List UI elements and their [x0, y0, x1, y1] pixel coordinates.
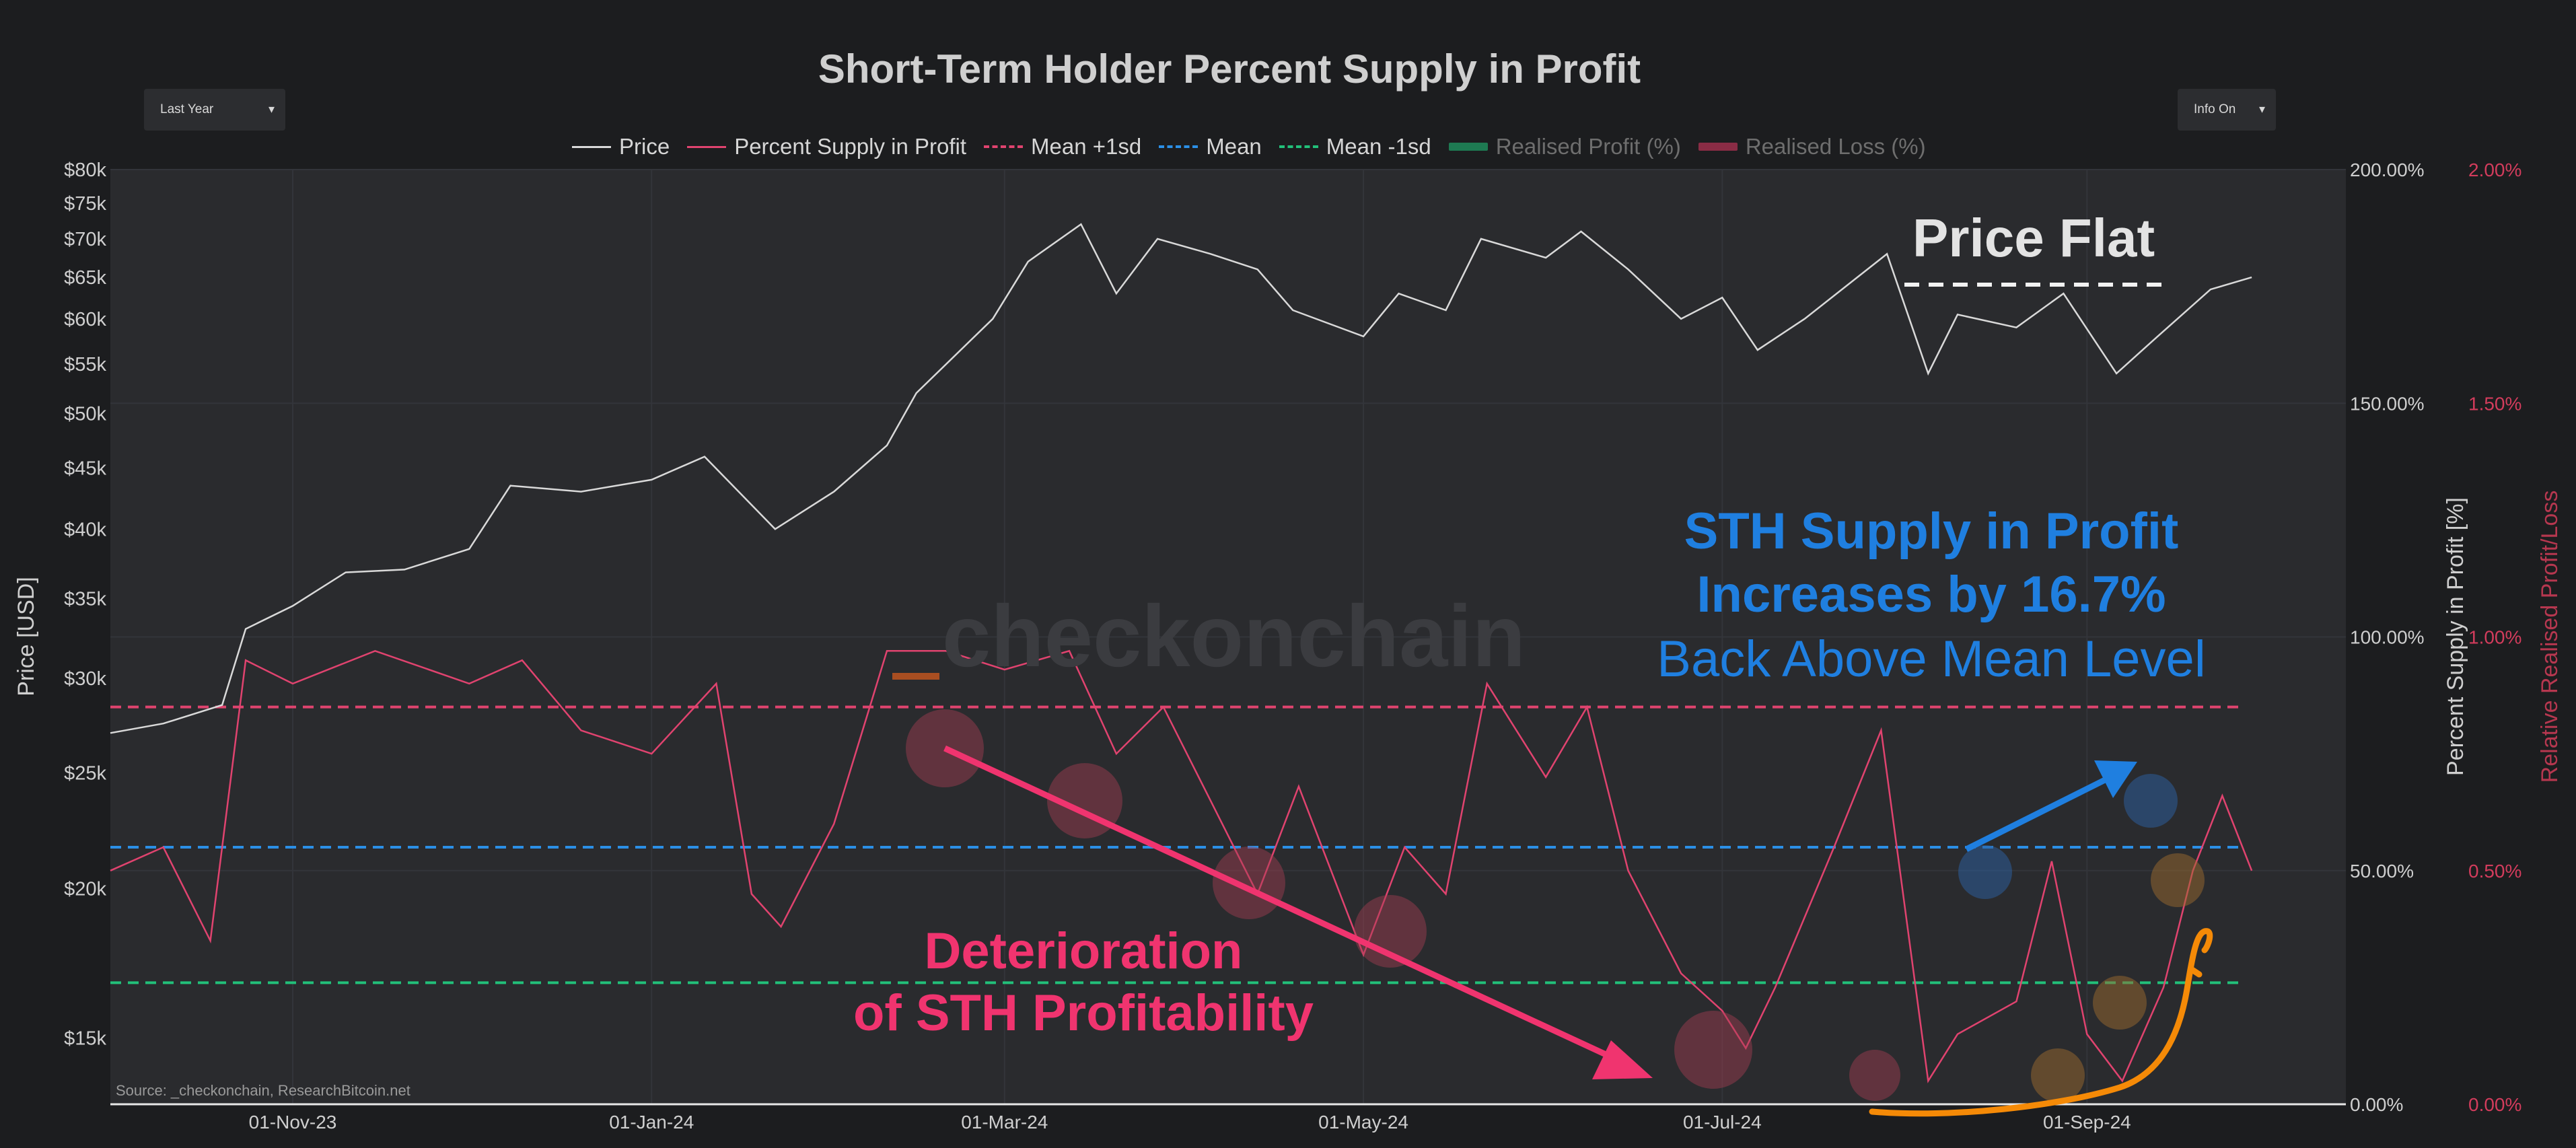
- legend-swatch: [1279, 145, 1318, 148]
- legend: Price Percent Supply in Profit Mean +1sd Me…: [572, 132, 1943, 162]
- chevron-down-icon: ▾: [2258, 102, 2265, 116]
- legend-label: Mean -1sd: [1326, 134, 1431, 159]
- range-dropdown-label: Last Year: [160, 102, 214, 116]
- y-left-tick-label: $65k: [64, 267, 106, 289]
- annotation-sth-line3: Back Above Mean Level: [1657, 631, 2206, 688]
- y-left-tick-label: $45k: [64, 458, 106, 480]
- legend-item[interactable]: Percent Supply in Profit: [687, 134, 966, 159]
- x-tick-label: 01-Nov-23: [249, 1112, 337, 1133]
- y-right-tick-label: 50.00%: [2350, 861, 2414, 882]
- highlight-circle-blue: [2124, 774, 2178, 828]
- highlight-circle: [1213, 847, 1285, 919]
- legend-item[interactable]: Mean: [1159, 134, 1262, 159]
- x-tick-label: 01-Jan-24: [609, 1112, 694, 1133]
- source-note: Source: _checkonchain, ResearchBitcoin.n…: [116, 1082, 410, 1099]
- y-left-tick-label: $80k: [64, 159, 106, 181]
- highlight-circle-orange: [2093, 976, 2147, 1030]
- annotation-sth-line1: STH Supply in Profit: [1684, 503, 2179, 560]
- legend-swatch: [1698, 143, 1738, 151]
- legend-swatch: [1448, 143, 1488, 151]
- info-dropdown[interactable]: Info On ▾: [2178, 89, 2276, 131]
- y-right-tick-label: 200.00%: [2350, 159, 2425, 180]
- y-left-tick-label: $70k: [64, 229, 106, 250]
- y-left-axis-title: Price [USD]: [13, 577, 39, 696]
- legend-item[interactable]: Realised Loss (%): [1698, 134, 1926, 159]
- y-right2-tick-label: 1.00%: [2468, 627, 2521, 648]
- price-line: [110, 223, 2252, 734]
- y-left-tick-label: $25k: [64, 763, 106, 785]
- highlight-circle-orange: [2031, 1048, 2085, 1102]
- legend-label: Realised Profit (%): [1495, 134, 1681, 159]
- legend-label: Price: [619, 134, 670, 159]
- legend-swatch: [984, 145, 1024, 148]
- y-right-tick-label: 0.00%: [2350, 1094, 2403, 1115]
- watermark: checkonchain: [942, 587, 1526, 685]
- deterioration-arrowhead: [1592, 1040, 1653, 1079]
- y-right2-tick-label: 0.50%: [2468, 861, 2521, 882]
- y-right2-tick-label: 2.00%: [2468, 159, 2521, 180]
- highlight-circle-blue: [1958, 845, 2012, 899]
- highlight-circle-orange: [2151, 853, 2205, 907]
- highlight-circle: [1674, 1011, 1752, 1089]
- annotation-price-flat: Price Flat: [1912, 208, 2155, 268]
- y-left-tick-label: $15k: [64, 1028, 106, 1049]
- y-left-tick-label: $30k: [64, 668, 106, 690]
- legend-item[interactable]: Mean +1sd: [984, 134, 1141, 159]
- supply-in-profit-line: [110, 649, 2253, 1083]
- y-left-tick-label: $20k: [64, 879, 106, 900]
- legend-swatch: [687, 145, 727, 148]
- deterioration-arrow-shaft: [943, 745, 1623, 1065]
- orange-trend-curve: [1869, 928, 2213, 1117]
- legend-swatch: [572, 145, 611, 148]
- annotation-det-line1: Deterioration: [924, 923, 1243, 980]
- legend-label: Mean +1sd: [1031, 134, 1142, 159]
- chart-title: Short-Term Holder Percent Supply in Prof…: [818, 46, 1641, 92]
- y-left-tick-label: $55k: [64, 354, 106, 375]
- realised-marker: [892, 673, 939, 680]
- y-right-axis-title: Percent Supply in Profit [%]: [2443, 497, 2468, 776]
- highlight-circle: [1849, 1050, 1900, 1101]
- range-dropdown[interactable]: Last Year ▾: [144, 89, 285, 131]
- y-right-tick-label: 100.00%: [2350, 627, 2425, 648]
- y-right2-tick-label: 1.50%: [2468, 393, 2521, 414]
- y-right2-tick-label: 0.00%: [2468, 1094, 2521, 1115]
- y-right-tick-label: 150.00%: [2350, 393, 2425, 414]
- legend-label: Realised Loss (%): [1745, 134, 1926, 159]
- legend-swatch: [1159, 145, 1198, 148]
- x-tick-label: 01-May-24: [1318, 1112, 1408, 1133]
- chevron-down-icon: ▾: [268, 102, 275, 116]
- y-left-tick-label: $75k: [64, 193, 106, 215]
- legend-label: Mean: [1206, 134, 1262, 159]
- y-right2-axis-title: Relative Realised Profit/Loss: [2537, 491, 2563, 783]
- legend-item[interactable]: Mean -1sd: [1279, 134, 1431, 159]
- y-left-tick-label: $35k: [64, 588, 106, 610]
- increase-arrowhead: [2094, 760, 2137, 798]
- x-tick-label: 01-Mar-24: [961, 1112, 1048, 1133]
- increase-arrow-shaft: [1964, 776, 2108, 853]
- x-tick-label: 01-Jul-24: [1683, 1112, 1762, 1133]
- legend-item[interactable]: Realised Profit (%): [1448, 134, 1681, 159]
- legend-item[interactable]: Price: [572, 134, 670, 159]
- x-tick-label: 01-Sep-24: [2043, 1112, 2131, 1133]
- y-left-tick-label: $40k: [64, 519, 106, 540]
- y-left-tick-label: $60k: [64, 309, 106, 330]
- annotation-sth-line2: Increases by 16.7%: [1696, 566, 2166, 623]
- info-dropdown-label: Info On: [2194, 102, 2236, 116]
- legend-label: Percent Supply in Profit: [734, 134, 967, 159]
- annotation-det-line2: of STH Profitability: [853, 984, 1314, 1042]
- y-left-tick-label: $50k: [64, 403, 106, 425]
